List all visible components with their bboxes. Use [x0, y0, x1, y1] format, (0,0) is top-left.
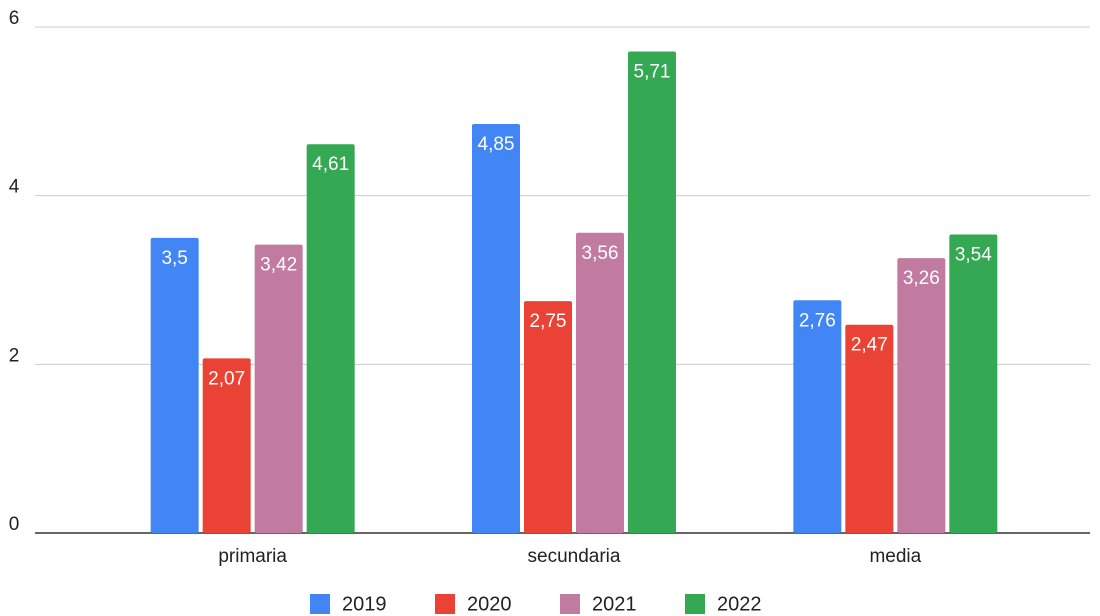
value-label: 4,61	[312, 154, 349, 175]
value-label: 2,47	[851, 335, 888, 356]
bar	[524, 301, 572, 533]
value-label: 2,07	[208, 368, 245, 389]
value-label: 3,56	[582, 243, 619, 264]
bar	[845, 324, 894, 533]
y-tick-label: 4	[9, 177, 20, 198]
y-tick-label: 0	[9, 514, 20, 535]
bar	[793, 300, 842, 533]
value-label: 3,42	[260, 255, 297, 276]
x-tick-label: primaria	[218, 546, 287, 567]
value-label: 4,85	[478, 134, 515, 155]
bar	[472, 123, 520, 533]
value-label: 3,26	[903, 268, 940, 289]
legend-label: 2022	[717, 593, 762, 615]
x-tick-label: media	[869, 546, 921, 567]
x-tick-label: secundaria	[528, 546, 621, 567]
value-label: 2,76	[799, 310, 836, 331]
bar	[254, 244, 303, 533]
legend-label: 2020	[467, 593, 512, 615]
bar	[897, 258, 946, 533]
value-label: 5,71	[634, 61, 671, 82]
bar	[202, 358, 251, 533]
bar	[949, 234, 998, 533]
value-label: 3,54	[955, 244, 992, 265]
legend-swatch	[560, 594, 580, 614]
bar	[150, 237, 199, 534]
legend-swatch	[685, 594, 705, 614]
legend-label: 2019	[342, 593, 387, 615]
legend-label: 2021	[592, 593, 637, 615]
value-label: 3,5	[161, 248, 187, 269]
bar	[306, 144, 355, 533]
bar	[628, 51, 676, 533]
value-label: 2,75	[530, 311, 567, 332]
legend-swatch	[310, 594, 330, 614]
bar	[576, 232, 624, 534]
y-tick-label: 2	[9, 345, 20, 366]
legend-swatch	[435, 594, 455, 614]
y-tick-label: 6	[9, 8, 20, 29]
